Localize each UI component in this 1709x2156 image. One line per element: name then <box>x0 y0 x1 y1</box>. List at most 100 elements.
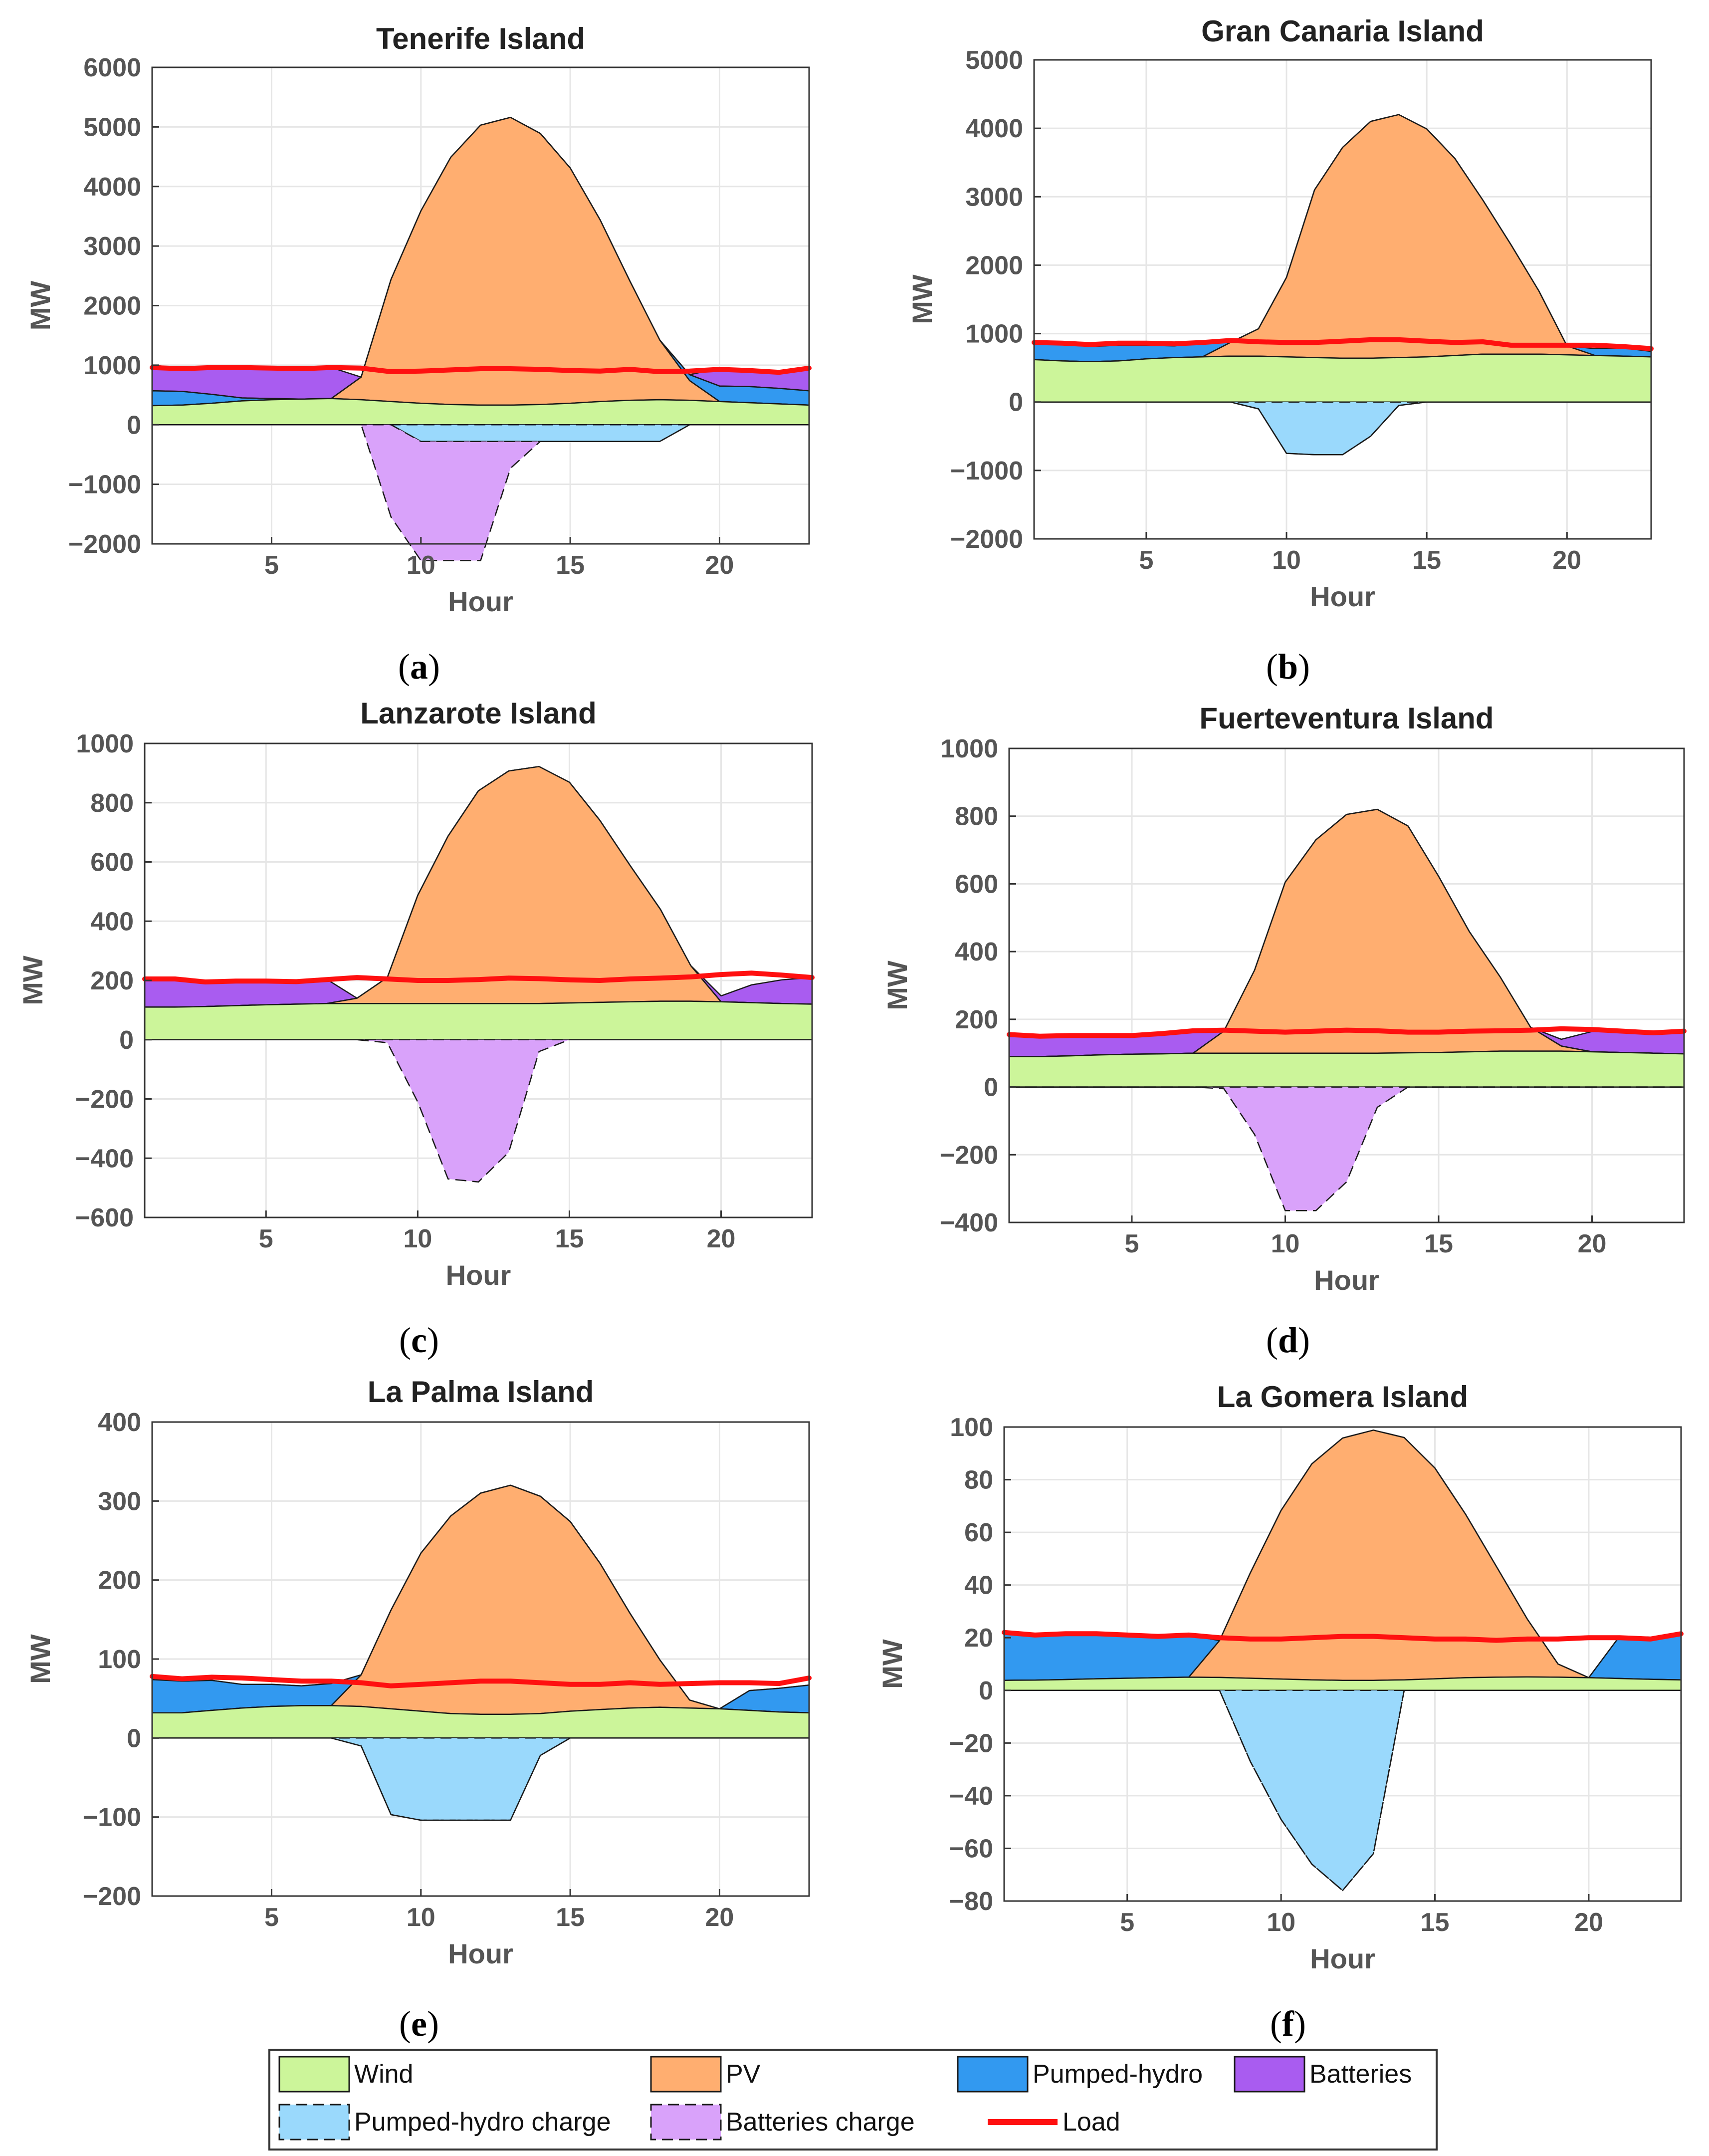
x-tick-label: 20 <box>707 1224 736 1253</box>
x-axis-label: Hour <box>446 1259 511 1291</box>
y-tick-label: 1000 <box>965 320 1023 349</box>
y-tick-label: −400 <box>940 1208 998 1237</box>
y-tick-label: 2000 <box>83 292 141 321</box>
legend-label: Batteries charge <box>726 2108 915 2137</box>
legend-label: Pumped-hydro charge <box>354 2108 611 2137</box>
x-tick-label: 20 <box>1578 1229 1607 1258</box>
y-tick-label: 200 <box>98 1566 141 1595</box>
x-tick-label: 15 <box>1421 1908 1450 1937</box>
legend-swatch-batt <box>1234 2056 1305 2093</box>
series-load-line <box>1002 1630 1684 1643</box>
chart-panel-a: 5 10 15 20 −2000 −1000 0 1000 2000 3000 4000 5000 60… <box>24 22 812 687</box>
x-tick-label: 20 <box>705 1903 734 1932</box>
y-axis-label: MW <box>906 274 938 324</box>
y-tick-label: 600 <box>90 848 134 877</box>
chart-title: Gran Canaria Island <box>1201 14 1484 48</box>
x-tick-label: 15 <box>1424 1229 1453 1258</box>
x-tick-label: 10 <box>1272 546 1301 575</box>
caption-letter: b <box>1278 647 1298 687</box>
legend-label: Wind <box>354 2060 413 2089</box>
chart-panel-f: 5 10 15 20 −80 −60 −40 −20 0 20 40 60 80 100 La Gomera… <box>876 1380 1684 2044</box>
y-tick-label: 400 <box>98 1408 141 1437</box>
y-tick-label: 100 <box>950 1413 993 1442</box>
y-tick-label: 1000 <box>76 729 134 758</box>
y-tick-label: 200 <box>90 966 134 995</box>
y-tick-label: 100 <box>98 1645 141 1674</box>
caption-close-paren: ) <box>1298 1320 1310 1360</box>
y-tick-label: 4000 <box>965 114 1023 143</box>
series-wind-area <box>1033 353 1652 403</box>
legend: Wind PV Pumped-hydro Batteries Pumped-hydro … <box>268 2049 1438 2151</box>
caption-letter: d <box>1278 1320 1298 1360</box>
x-tick-label: 15 <box>555 1224 584 1253</box>
x-tick-label: 10 <box>407 551 435 580</box>
y-tick-label: 0 <box>984 1073 998 1102</box>
legend-swatch-pumped <box>957 2056 1029 2093</box>
axes-frame <box>1008 747 1685 1223</box>
caption-letter: e <box>411 2004 427 2044</box>
panel-caption: (d) <box>1266 1320 1310 1360</box>
axes-frame <box>1033 59 1652 540</box>
chart-panel-b: 5 10 15 20 −2000 −1000 0 1000 2000 3000 4000 5000 Gr… <box>906 14 1654 687</box>
y-axis-label: MW <box>17 956 48 1005</box>
y-tick-label: −60 <box>949 1834 993 1863</box>
y-tick-label: 20 <box>964 1624 993 1653</box>
chart-title: Tenerife Island <box>376 22 585 55</box>
caption-open-paren: ( <box>399 1320 411 1360</box>
y-tick-label: 0 <box>979 1677 993 1705</box>
x-tick-label: 5 <box>1120 1908 1134 1937</box>
x-tick-label: 10 <box>1267 1908 1295 1937</box>
series-load-line <box>1032 337 1654 351</box>
x-tick-label: 15 <box>556 1903 585 1932</box>
y-tick-label: −2000 <box>950 525 1023 554</box>
series-load-line <box>1007 1026 1687 1039</box>
y-axis-label: MW <box>881 960 913 1010</box>
y-tick-label: 400 <box>90 907 134 936</box>
x-axis-label: Hour <box>1314 1264 1379 1296</box>
y-tick-label: 40 <box>964 1571 993 1600</box>
x-axis-label: Hour <box>1310 1943 1375 1974</box>
y-tick-label: 400 <box>955 938 998 966</box>
x-tick-label: 20 <box>1552 546 1581 575</box>
y-tick-label: −100 <box>83 1803 141 1832</box>
legend-swatch-pv <box>650 2056 722 2093</box>
series-load-line <box>142 970 815 984</box>
y-tick-label: 0 <box>127 1724 141 1753</box>
legend-label: PV <box>726 2060 761 2089</box>
panel-caption: (c) <box>399 1320 439 1360</box>
x-axis-label: Hour <box>448 586 513 617</box>
chart-title: La Palma Island <box>368 1375 594 1409</box>
caption-close-paren: ) <box>427 2004 439 2044</box>
caption-open-paren: ( <box>1266 647 1278 687</box>
x-tick-label: 5 <box>264 1903 279 1932</box>
y-tick-label: 800 <box>955 802 998 831</box>
y-axis-label: MW <box>24 281 56 331</box>
legend-item-batt_charge: Batteries charge <box>650 2104 915 2141</box>
caption-open-paren: ( <box>398 647 410 687</box>
y-tick-label: 6000 <box>83 53 141 82</box>
caption-open-paren: ( <box>1270 2004 1282 2044</box>
legend-label: Batteries <box>1309 2060 1412 2089</box>
chart-panel-d: 5 10 15 20 −400 −200 0 200 400 600 800 1000 Fuerteve… <box>881 702 1687 1360</box>
y-tick-label: 5000 <box>965 46 1023 75</box>
y-tick-label: 1000 <box>83 351 141 380</box>
y-tick-label: −200 <box>83 1882 141 1911</box>
y-tick-label: 2000 <box>965 251 1023 280</box>
y-tick-label: 4000 <box>83 173 141 202</box>
y-tick-label: 60 <box>964 1518 993 1547</box>
chart-title: Fuerteventura Island <box>1199 702 1494 735</box>
x-tick-label: 5 <box>264 551 279 580</box>
series-wind-area <box>144 1000 813 1041</box>
legend-item-pumped: Pumped-hydro <box>957 2056 1203 2093</box>
x-tick-label: 15 <box>556 551 585 580</box>
y-tick-label: 0 <box>127 411 141 440</box>
caption-letter: f <box>1282 2004 1294 2044</box>
x-tick-label: 5 <box>259 1224 273 1253</box>
y-tick-label: −600 <box>75 1203 134 1232</box>
axes-frame <box>1003 1426 1682 1902</box>
x-tick-label: 10 <box>403 1224 432 1253</box>
chart-title: La Gomera Island <box>1217 1380 1469 1414</box>
x-tick-label: 5 <box>1125 1229 1139 1258</box>
caption-close-paren: ) <box>427 1320 439 1360</box>
caption-letter: a <box>410 647 428 687</box>
